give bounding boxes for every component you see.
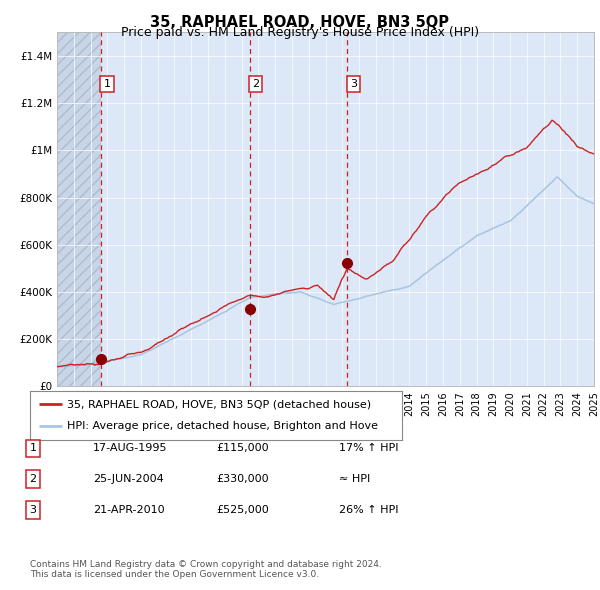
Text: 21-APR-2010: 21-APR-2010	[93, 505, 164, 514]
Text: 35, RAPHAEL ROAD, HOVE, BN3 5QP: 35, RAPHAEL ROAD, HOVE, BN3 5QP	[151, 15, 449, 30]
Text: Price paid vs. HM Land Registry's House Price Index (HPI): Price paid vs. HM Land Registry's House …	[121, 26, 479, 39]
Text: 1: 1	[103, 79, 110, 88]
Text: Contains HM Land Registry data © Crown copyright and database right 2024.
This d: Contains HM Land Registry data © Crown c…	[30, 560, 382, 579]
Text: 1: 1	[29, 444, 37, 453]
Bar	[57, 32, 101, 386]
Text: 3: 3	[29, 505, 37, 514]
Text: 25-JUN-2004: 25-JUN-2004	[93, 474, 164, 484]
Text: 17% ↑ HPI: 17% ↑ HPI	[339, 444, 398, 453]
Text: £330,000: £330,000	[216, 474, 269, 484]
Text: HPI: Average price, detached house, Brighton and Hove: HPI: Average price, detached house, Brig…	[67, 421, 378, 431]
Text: ≈ HPI: ≈ HPI	[339, 474, 370, 484]
Text: 26% ↑ HPI: 26% ↑ HPI	[339, 505, 398, 514]
Text: £115,000: £115,000	[216, 444, 269, 453]
Text: 2: 2	[252, 79, 259, 88]
Text: 2: 2	[29, 474, 37, 484]
Text: £525,000: £525,000	[216, 505, 269, 514]
Text: 17-AUG-1995: 17-AUG-1995	[93, 444, 167, 453]
Text: 3: 3	[350, 79, 357, 88]
Text: 35, RAPHAEL ROAD, HOVE, BN3 5QP (detached house): 35, RAPHAEL ROAD, HOVE, BN3 5QP (detache…	[67, 399, 371, 409]
